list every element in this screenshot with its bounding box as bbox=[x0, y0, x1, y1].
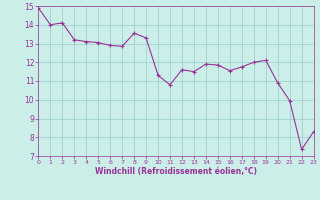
X-axis label: Windchill (Refroidissement éolien,°C): Windchill (Refroidissement éolien,°C) bbox=[95, 167, 257, 176]
